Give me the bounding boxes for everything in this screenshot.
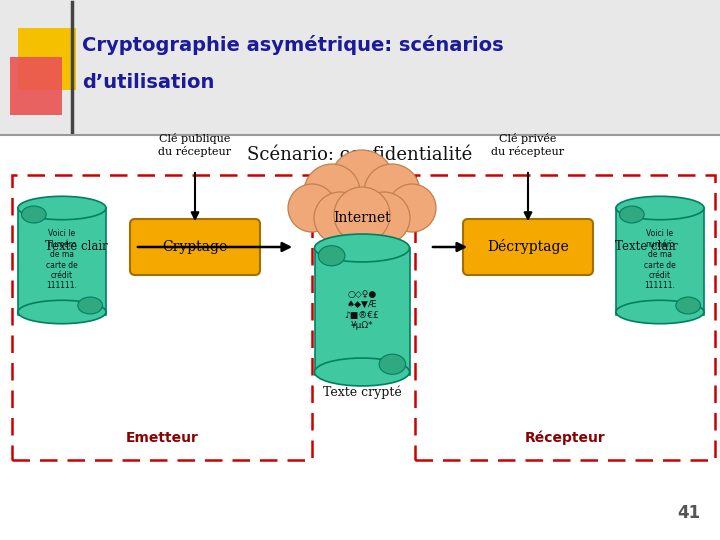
Text: Texte clair: Texte clair	[45, 240, 108, 253]
Circle shape	[330, 150, 394, 214]
Text: Cryptographie asymétrique: scénarios: Cryptographie asymétrique: scénarios	[82, 35, 503, 55]
Circle shape	[288, 184, 336, 232]
Ellipse shape	[18, 300, 106, 323]
Text: Cryptage: Cryptage	[163, 240, 228, 254]
Circle shape	[334, 187, 390, 243]
Bar	[10, 57, 62, 115]
Ellipse shape	[315, 358, 410, 386]
Ellipse shape	[315, 234, 410, 262]
FancyBboxPatch shape	[616, 208, 704, 315]
Text: Scénario: confidentialité: Scénario: confidentialité	[248, 146, 472, 164]
Circle shape	[388, 184, 436, 232]
Text: Clé privée
du récepteur: Clé privée du récepteur	[492, 133, 564, 157]
Ellipse shape	[619, 206, 644, 223]
Ellipse shape	[78, 297, 102, 314]
Ellipse shape	[379, 354, 405, 374]
Ellipse shape	[676, 297, 701, 314]
Bar	[0, 0, 720, 135]
Text: Texte clair: Texte clair	[615, 240, 678, 253]
Bar	[10, 57, 62, 115]
FancyBboxPatch shape	[18, 208, 106, 315]
Ellipse shape	[354, 226, 382, 244]
Ellipse shape	[318, 246, 345, 266]
Text: Clé publique
du récepteur: Clé publique du récepteur	[158, 133, 232, 157]
Text: Voici le
numéro
de ma
carte de
crédit
111111.: Voici le numéro de ma carte de crédit 11…	[46, 230, 78, 291]
Text: ○◇♀●
♠◆▼Æ
♪■®€£
¥μΩ*: ○◇♀● ♠◆▼Æ ♪■®€£ ¥μΩ*	[345, 290, 379, 330]
FancyBboxPatch shape	[315, 248, 410, 375]
FancyBboxPatch shape	[463, 219, 593, 275]
FancyBboxPatch shape	[130, 219, 260, 275]
Text: d’utilisation: d’utilisation	[82, 72, 215, 91]
Ellipse shape	[22, 206, 46, 223]
Circle shape	[358, 192, 410, 244]
Circle shape	[314, 192, 366, 244]
Text: Texte crypté: Texte crypté	[323, 385, 401, 399]
Text: Internet: Internet	[333, 211, 391, 225]
Text: 41: 41	[677, 504, 700, 522]
Text: Récepteur: Récepteur	[525, 431, 606, 445]
Ellipse shape	[18, 197, 106, 220]
Circle shape	[304, 164, 360, 220]
Text: Décryptage: Décryptage	[487, 240, 569, 254]
Text: Emetteur: Emetteur	[125, 431, 199, 445]
Circle shape	[364, 164, 420, 220]
Ellipse shape	[616, 300, 704, 323]
Ellipse shape	[616, 197, 704, 220]
Text: Voici le
numéro
de ma
carte de
crédit
111111.: Voici le numéro de ma carte de crédit 11…	[644, 230, 676, 291]
Bar	[18, 28, 76, 90]
